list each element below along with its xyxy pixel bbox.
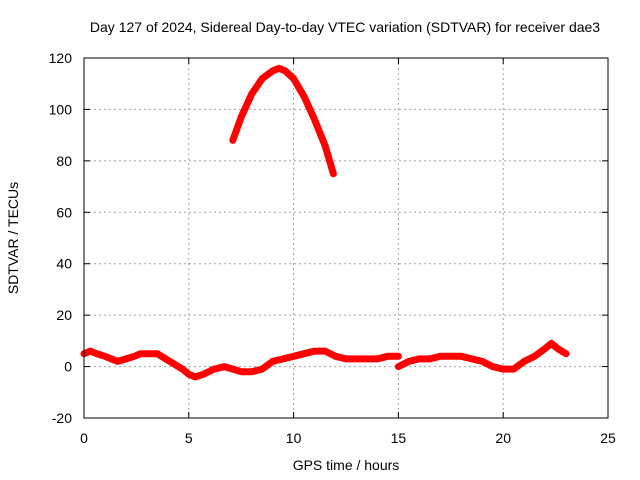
y-tick-label: 80 xyxy=(56,153,72,169)
data-point-baseline-1 xyxy=(290,353,297,360)
y-tick-label: 40 xyxy=(56,256,72,272)
x-axis-label: GPS time / hours xyxy=(293,457,400,473)
data-point-arc-high xyxy=(290,75,297,82)
data-point-baseline-1 xyxy=(200,371,207,378)
tick-layer: 0 5 10 15 20 25 -20 0 20 40 60 80 100 120 xyxy=(49,50,616,446)
data-point-arc-high xyxy=(259,75,266,82)
data-point-arc-high xyxy=(269,67,276,74)
y-tick-label: 120 xyxy=(49,50,73,66)
data-point-baseline-1 xyxy=(343,355,349,362)
data-point-baseline-2 xyxy=(554,345,561,352)
data-point-arc-high xyxy=(248,91,255,97)
data-point-baseline-1 xyxy=(259,366,266,373)
chart-title: Day 127 of 2024, Sidereal Day-to-day VTE… xyxy=(90,19,600,35)
data-point-baseline-1 xyxy=(248,368,255,375)
data-point-baseline-1 xyxy=(122,355,129,362)
data-point-baseline-2 xyxy=(510,366,517,373)
x-tick-label: 15 xyxy=(391,430,407,446)
data-point-baseline-2 xyxy=(426,355,433,362)
data-point-baseline-1 xyxy=(332,353,339,360)
data-point-baseline-1 xyxy=(179,366,186,373)
x-tick-label: 25 xyxy=(600,430,616,446)
data-point-baseline-2 xyxy=(416,355,423,362)
data-point-baseline-1 xyxy=(353,355,360,362)
data-point-baseline-1 xyxy=(269,358,276,365)
data-point-baseline-1 xyxy=(395,353,402,360)
data-point-baseline-2 xyxy=(405,358,412,365)
data-point-baseline-2 xyxy=(447,353,454,360)
data-point-baseline-2 xyxy=(468,355,475,362)
y-tick-label: 60 xyxy=(56,204,72,220)
data-point-baseline-2 xyxy=(479,358,486,365)
series-line-arc-high xyxy=(229,64,337,178)
data-point-arc-high xyxy=(282,67,289,74)
data-point-baseline-2 xyxy=(548,340,555,347)
data-point-baseline-1 xyxy=(171,361,178,367)
data-point-baseline-1 xyxy=(87,348,94,355)
data-point-arc-high xyxy=(330,170,337,177)
data-point-baseline-1 xyxy=(301,350,308,357)
y-tick-label: -20 xyxy=(52,410,72,426)
data-point-baseline-2 xyxy=(531,353,538,360)
data-point-baseline-2 xyxy=(521,358,528,365)
data-point-baseline-2 xyxy=(563,350,570,357)
data-point-baseline-1 xyxy=(137,350,144,357)
data-point-baseline-1 xyxy=(131,353,138,360)
y-axis-label: SDTVAR / TECUs xyxy=(5,182,21,294)
data-point-baseline-2 xyxy=(542,345,549,352)
data-point-baseline-1 xyxy=(154,350,161,357)
data-point-baseline-2 xyxy=(500,366,507,373)
data-point-baseline-1 xyxy=(162,355,169,362)
data-point-arc-high xyxy=(311,116,318,123)
data-point-baseline-1 xyxy=(93,350,100,357)
data-point-baseline-1 xyxy=(185,371,192,378)
data-point-baseline-1 xyxy=(192,373,199,380)
data-point-baseline-1 xyxy=(311,348,318,355)
data-point-baseline-1 xyxy=(322,348,328,355)
data-point-baseline-1 xyxy=(238,368,245,375)
data-point-baseline-1 xyxy=(211,366,217,373)
data-point-arc-high xyxy=(301,93,308,100)
data-point-baseline-1 xyxy=(221,363,228,370)
data-point-baseline-1 xyxy=(384,353,391,360)
y-tick-label: 0 xyxy=(64,359,72,375)
data-point-arc-high xyxy=(229,137,236,144)
y-tick-label: 20 xyxy=(56,307,72,323)
x-tick-label: 5 xyxy=(185,430,193,446)
data-point-baseline-1 xyxy=(102,353,108,360)
data-point-baseline-2 xyxy=(395,363,402,370)
series-line-baseline-2 xyxy=(394,339,570,373)
plot-frame xyxy=(83,57,609,419)
series-layer xyxy=(80,64,570,381)
data-point-baseline-2 xyxy=(458,353,465,360)
data-point-arc-high xyxy=(322,142,328,149)
data-point-arc-high xyxy=(275,65,282,72)
data-point-baseline-2 xyxy=(489,363,496,370)
data-point-baseline-2 xyxy=(437,353,444,360)
data-point-baseline-1 xyxy=(143,350,150,357)
x-tick-label: 20 xyxy=(495,430,511,446)
x-tick-label: 10 xyxy=(286,430,302,446)
data-point-baseline-1 xyxy=(374,355,381,362)
grid-layer xyxy=(84,58,608,418)
data-point-baseline-1 xyxy=(229,366,236,373)
y-tick-label: 100 xyxy=(49,101,73,117)
data-point-baseline-1 xyxy=(364,355,370,362)
data-point-baseline-1 xyxy=(280,355,287,362)
data-point-baseline-1 xyxy=(114,358,121,365)
data-point-arc-high xyxy=(238,114,245,121)
data-point-baseline-1 xyxy=(108,355,115,362)
x-tick-label: 0 xyxy=(80,430,88,446)
